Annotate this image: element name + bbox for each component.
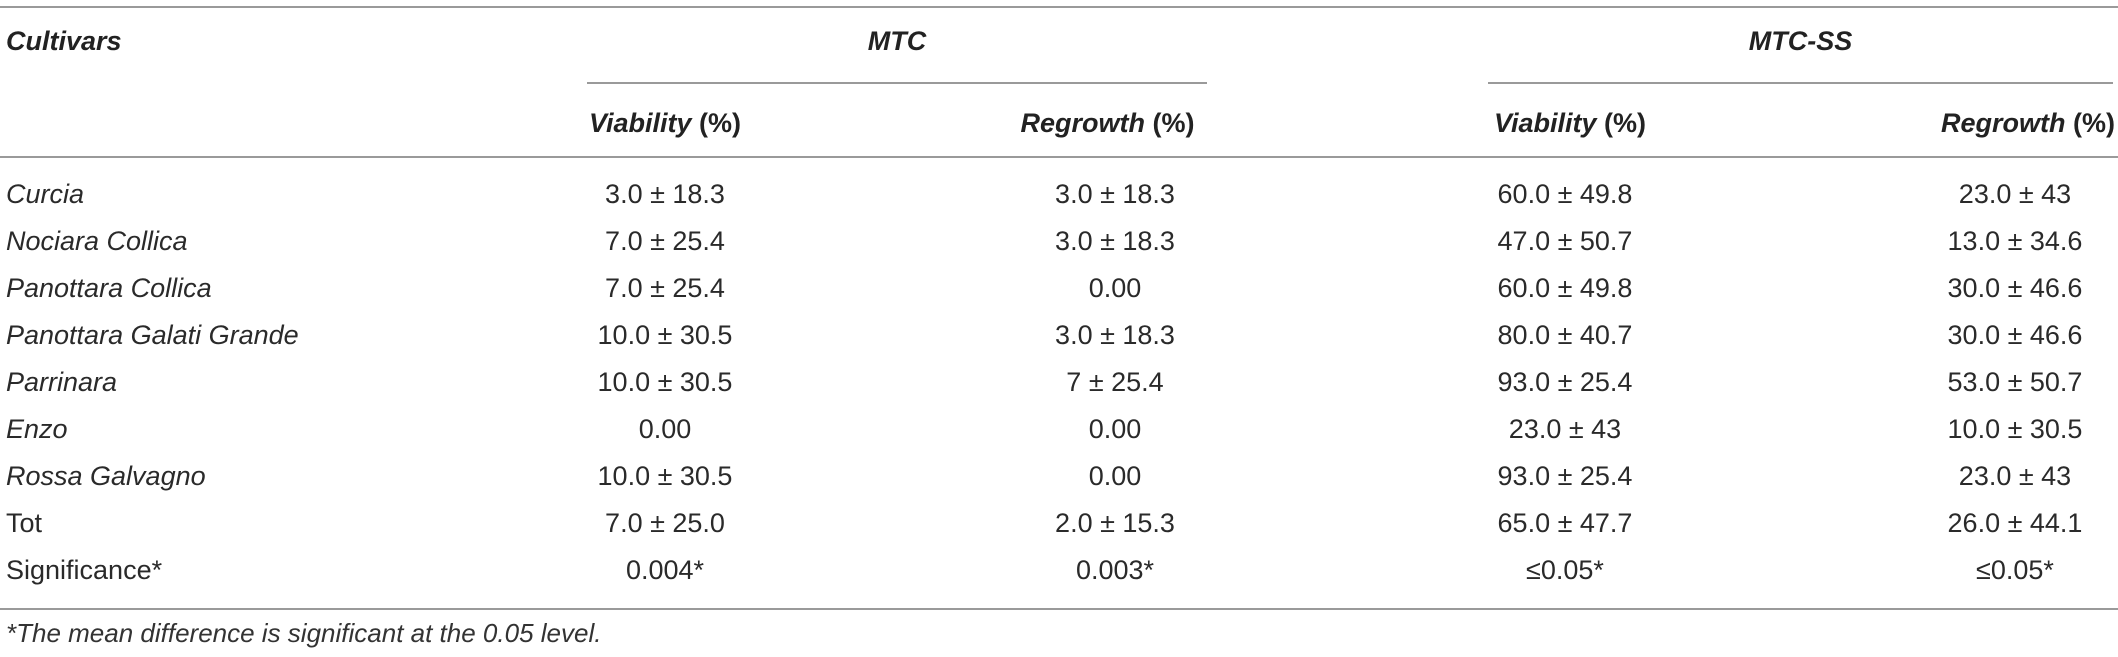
cultivar-name: Nociara Collica <box>6 226 188 256</box>
mtc-viability-value: 7.0 ± 25.4 <box>605 273 725 303</box>
bottom-rule <box>0 608 2118 610</box>
mtc-ss-viability-value: ≤0.05* <box>1526 555 1604 585</box>
mtc-ss-viability-value: 23.0 ± 43 <box>1508 414 1622 444</box>
mtc-ss-regrowth-value: 30.0 ± 46.6 <box>1947 320 2083 350</box>
mtc-regrowth-value: 0.003* <box>1075 555 1155 585</box>
mtc-regrowth-value: 7 ± 25.4 <box>1066 367 1164 397</box>
header-mtc-ss-viability: Viability (%) <box>1493 108 1647 138</box>
mtc-ss-viability-value: 60.0 ± 49.8 <box>1497 273 1633 303</box>
cultivar-name: Parrinara <box>6 367 118 397</box>
mtc-viability-value: 7.0 ± 25.4 <box>605 226 725 256</box>
mtc-ss-viability-value: 47.0 ± 50.7 <box>1497 226 1633 256</box>
mtc-regrowth-value: 0.00 <box>1088 461 1142 491</box>
significance-label: Significance* <box>6 555 163 585</box>
mtc-regrowth-value: 3.0 ± 18.3 <box>1055 226 1175 256</box>
mtc-viability-value: 0.004* <box>625 555 705 585</box>
cultivar-name: Rossa Galvagno <box>6 461 206 491</box>
mtc-viability-value: 10.0 ± 30.5 <box>597 320 733 350</box>
mtc-viability-value: 7.0 ± 25.0 <box>605 508 725 538</box>
mtc-viability-value: 0.00 <box>638 414 692 444</box>
cultivar-name: Enzo <box>6 414 68 444</box>
mtc-ss-regrowth-value: 53.0 ± 50.7 <box>1947 367 2083 397</box>
mtc-ss-regrowth-value: 23.0 ± 43 <box>1958 179 2072 209</box>
mtc-ss-viability-value: 65.0 ± 47.7 <box>1497 508 1633 538</box>
table-footnote: *The mean difference is significant at t… <box>6 618 602 648</box>
mtc-ss-regrowth-value: 26.0 ± 44.1 <box>1947 508 2083 538</box>
cultivar-name: Panottara Collica <box>6 273 212 303</box>
header-mtc-regrowth: Regrowth (%) <box>1020 108 1195 138</box>
mtc-viability-value: 10.0 ± 30.5 <box>597 461 733 491</box>
mtc-ss-viability-value: 93.0 ± 25.4 <box>1497 461 1633 491</box>
header-mtc-ss-regrowth: Regrowth (%) <box>1940 108 2115 138</box>
mtc-regrowth-value: 3.0 ± 18.3 <box>1055 320 1175 350</box>
mtc-viability-value: 10.0 ± 30.5 <box>597 367 733 397</box>
mtc-regrowth-value: 0.00 <box>1088 273 1142 303</box>
mtc-regrowth-value: 2.0 ± 15.3 <box>1055 508 1175 538</box>
mtc-ss-regrowth-value: 23.0 ± 43 <box>1958 461 2072 491</box>
mtc-ss-viability-value: 93.0 ± 25.4 <box>1497 367 1633 397</box>
cultivar-name: Curcia <box>6 179 85 209</box>
mtc-viability-value: 3.0 ± 18.3 <box>605 179 725 209</box>
mtc-ss-group-rule <box>1488 82 2113 84</box>
mtc-regrowth-value: 3.0 ± 18.3 <box>1055 179 1175 209</box>
mtc-ss-regrowth-value: ≤0.05* <box>1976 555 2054 585</box>
total-label: Tot <box>6 508 43 538</box>
mtc-ss-regrowth-value: 30.0 ± 46.6 <box>1947 273 2083 303</box>
mtc-ss-regrowth-value: 13.0 ± 34.6 <box>1947 226 2083 256</box>
cultivar-name: Panottara Galati Grande <box>6 320 299 350</box>
header-cultivars: Cultivars <box>6 26 122 56</box>
mtc-group-rule <box>587 82 1207 84</box>
mtc-ss-viability-value: 80.0 ± 40.7 <box>1497 320 1633 350</box>
header-rule <box>0 156 2118 158</box>
top-rule <box>0 6 2118 8</box>
mtc-regrowth-value: 0.00 <box>1088 414 1142 444</box>
header-mtc-viability: Viability (%) <box>588 108 742 138</box>
header-mtc: MTC <box>867 26 927 56</box>
mtc-ss-viability-value: 60.0 ± 49.8 <box>1497 179 1633 209</box>
mtc-ss-regrowth-value: 10.0 ± 30.5 <box>1947 414 2083 444</box>
header-mtc-ss: MTC-SS <box>1748 26 1853 56</box>
